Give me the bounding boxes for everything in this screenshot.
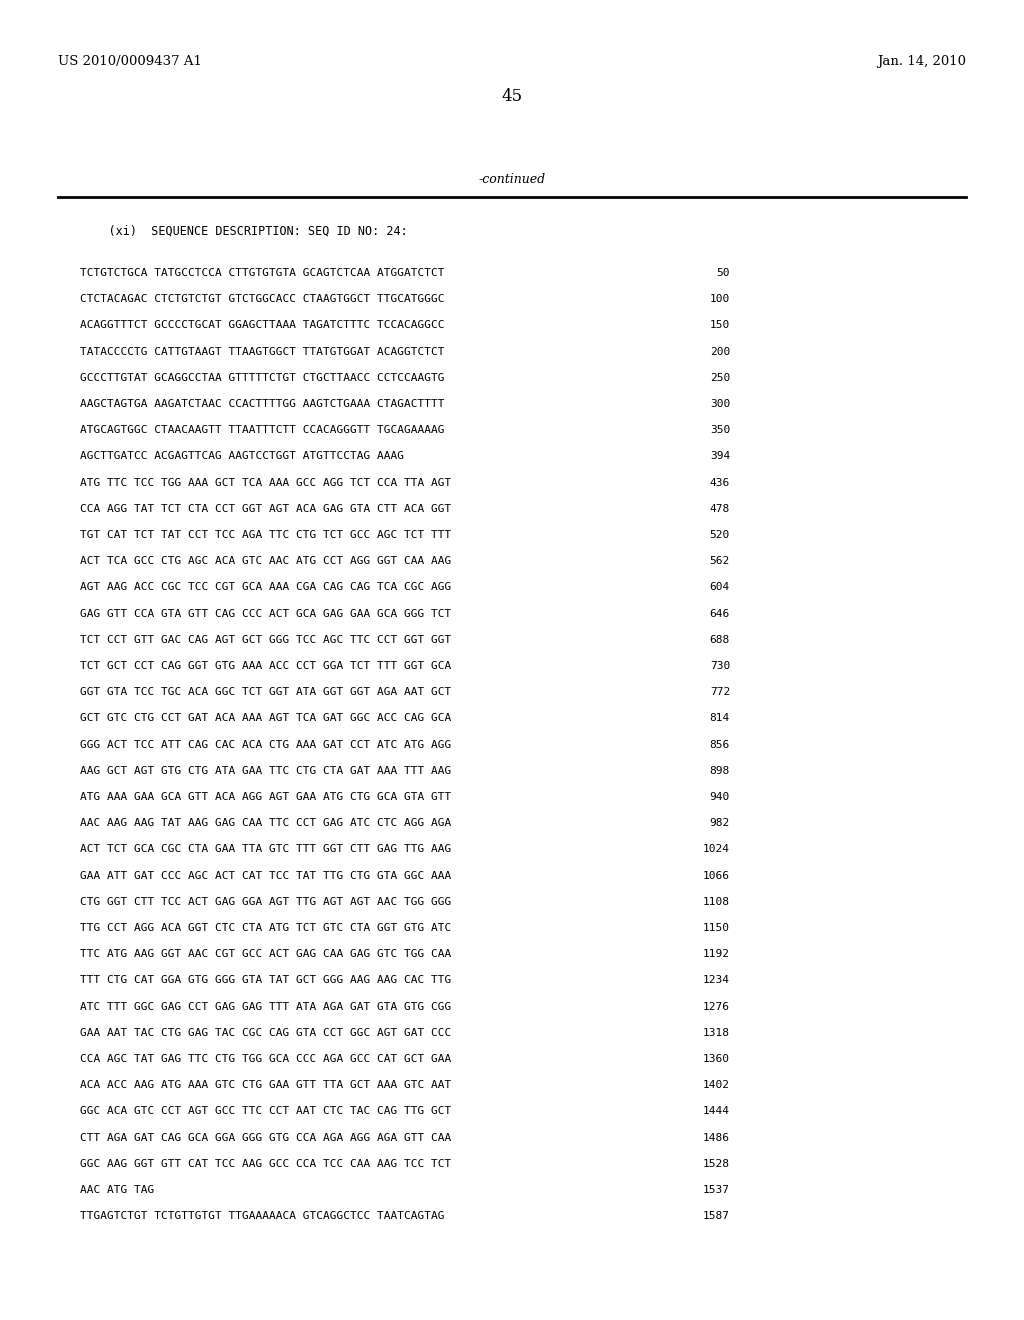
Text: 1360: 1360 [703,1053,730,1064]
Text: 45: 45 [502,88,522,106]
Text: 350: 350 [710,425,730,436]
Text: (xi)  SEQUENCE DESCRIPTION: SEQ ID NO: 24:: (xi) SEQUENCE DESCRIPTION: SEQ ID NO: 24… [80,224,408,238]
Text: GAG GTT CCA GTA GTT CAG CCC ACT GCA GAG GAA GCA GGG TCT: GAG GTT CCA GTA GTT CAG CCC ACT GCA GAG … [80,609,452,619]
Text: GGT GTA TCC TGC ACA GGC TCT GGT ATA GGT GGT AGA AAT GCT: GGT GTA TCC TGC ACA GGC TCT GGT ATA GGT … [80,688,452,697]
Text: CCA AGG TAT TCT CTA CCT GGT AGT ACA GAG GTA CTT ACA GGT: CCA AGG TAT TCT CTA CCT GGT AGT ACA GAG … [80,504,452,513]
Text: ACAGGTTTCT GCCCCTGCAT GGAGCTTAAA TAGATCTTTC TCCACAGGCC: ACAGGTTTCT GCCCCTGCAT GGAGCTTAAA TAGATCT… [80,321,444,330]
Text: ATGCAGTGGC CTAACAAGTT TTAATTTCTT CCACAGGGTT TGCAGAAAAG: ATGCAGTGGC CTAACAAGTT TTAATTTCTT CCACAGG… [80,425,444,436]
Text: 478: 478 [710,504,730,513]
Text: ACA ACC AAG ATG AAA GTC CTG GAA GTT TTA GCT AAA GTC AAT: ACA ACC AAG ATG AAA GTC CTG GAA GTT TTA … [80,1080,452,1090]
Text: 688: 688 [710,635,730,644]
Text: AAC AAG AAG TAT AAG GAG CAA TTC CCT GAG ATC CTC AGG AGA: AAC AAG AAG TAT AAG GAG CAA TTC CCT GAG … [80,818,452,828]
Text: 300: 300 [710,399,730,409]
Text: 1528: 1528 [703,1159,730,1168]
Text: AAGCTAGTGA AAGATCTAAC CCACTTTTGG AAGTCTGAAA CTAGACTTTT: AAGCTAGTGA AAGATCTAAC CCACTTTTGG AAGTCTG… [80,399,444,409]
Text: TGT CAT TCT TAT CCT TCC AGA TTC CTG TCT GCC AGC TCT TTT: TGT CAT TCT TAT CCT TCC AGA TTC CTG TCT … [80,531,452,540]
Text: 1234: 1234 [703,975,730,986]
Text: 1276: 1276 [703,1002,730,1011]
Text: GGG ACT TCC ATT CAG CAC ACA CTG AAA GAT CCT ATC ATG AGG: GGG ACT TCC ATT CAG CAC ACA CTG AAA GAT … [80,739,452,750]
Text: CTT AGA GAT CAG GCA GGA GGG GTG CCA AGA AGG AGA GTT CAA: CTT AGA GAT CAG GCA GGA GGG GTG CCA AGA … [80,1133,452,1143]
Text: 1150: 1150 [703,923,730,933]
Text: -continued: -continued [478,173,546,186]
Text: 520: 520 [710,531,730,540]
Text: ATC TTT GGC GAG CCT GAG GAG TTT ATA AGA GAT GTA GTG CGG: ATC TTT GGC GAG CCT GAG GAG TTT ATA AGA … [80,1002,452,1011]
Text: TTG CCT AGG ACA GGT CTC CTA ATG TCT GTC CTA GGT GTG ATC: TTG CCT AGG ACA GGT CTC CTA ATG TCT GTC … [80,923,452,933]
Text: 200: 200 [710,347,730,356]
Text: 898: 898 [710,766,730,776]
Text: 646: 646 [710,609,730,619]
Text: CTG GGT CTT TCC ACT GAG GGA AGT TTG AGT AGT AAC TGG GGG: CTG GGT CTT TCC ACT GAG GGA AGT TTG AGT … [80,896,452,907]
Text: GAA AAT TAC CTG GAG TAC CGC CAG GTA CCT GGC AGT GAT CCC: GAA AAT TAC CTG GAG TAC CGC CAG GTA CCT … [80,1028,452,1038]
Text: 730: 730 [710,661,730,671]
Text: AAG GCT AGT GTG CTG ATA GAA TTC CTG CTA GAT AAA TTT AAG: AAG GCT AGT GTG CTG ATA GAA TTC CTG CTA … [80,766,452,776]
Text: GCT GTC CTG CCT GAT ACA AAA AGT TCA GAT GGC ACC CAG GCA: GCT GTC CTG CCT GAT ACA AAA AGT TCA GAT … [80,713,452,723]
Text: ACT TCT GCA CGC CTA GAA TTA GTC TTT GGT CTT GAG TTG AAG: ACT TCT GCA CGC CTA GAA TTA GTC TTT GGT … [80,845,452,854]
Text: 1192: 1192 [703,949,730,960]
Text: 1402: 1402 [703,1080,730,1090]
Text: US 2010/0009437 A1: US 2010/0009437 A1 [58,55,202,69]
Text: TCTGTCTGCA TATGCCTCCA CTTGTGTGTA GCAGTCTCAA ATGGATCTCT: TCTGTCTGCA TATGCCTCCA CTTGTGTGTA GCAGTCT… [80,268,444,279]
Text: 940: 940 [710,792,730,803]
Text: 856: 856 [710,739,730,750]
Text: TCT GCT CCT CAG GGT GTG AAA ACC CCT GGA TCT TTT GGT GCA: TCT GCT CCT CAG GGT GTG AAA ACC CCT GGA … [80,661,452,671]
Text: GGC ACA GTC CCT AGT GCC TTC CCT AAT CTC TAC CAG TTG GCT: GGC ACA GTC CCT AGT GCC TTC CCT AAT CTC … [80,1106,452,1117]
Text: 1066: 1066 [703,871,730,880]
Text: 562: 562 [710,556,730,566]
Text: 814: 814 [710,713,730,723]
Text: CCA AGC TAT GAG TTC CTG TGG GCA CCC AGA GCC CAT GCT GAA: CCA AGC TAT GAG TTC CTG TGG GCA CCC AGA … [80,1053,452,1064]
Text: AAC ATG TAG: AAC ATG TAG [80,1185,155,1195]
Text: 1024: 1024 [703,845,730,854]
Text: TATACCCCTG CATTGTAAGT TTAAGTGGCT TTATGTGGAT ACAGGTCTCT: TATACCCCTG CATTGTAAGT TTAAGTGGCT TTATGTG… [80,347,444,356]
Text: TTT CTG CAT GGA GTG GGG GTA TAT GCT GGG AAG AAG CAC TTG: TTT CTG CAT GGA GTG GGG GTA TAT GCT GGG … [80,975,452,986]
Text: ATG TTC TCC TGG AAA GCT TCA AAA GCC AGG TCT CCA TTA AGT: ATG TTC TCC TGG AAA GCT TCA AAA GCC AGG … [80,478,452,487]
Text: 604: 604 [710,582,730,593]
Text: Jan. 14, 2010: Jan. 14, 2010 [877,55,966,69]
Text: AGT AAG ACC CGC TCC CGT GCA AAA CGA CAG CAG TCA CGC AGG: AGT AAG ACC CGC TCC CGT GCA AAA CGA CAG … [80,582,452,593]
Text: CTCTACAGAC CTCTGTCTGT GTCTGGCACC CTAAGTGGCT TTGCATGGGC: CTCTACAGAC CTCTGTCTGT GTCTGGCACC CTAAGTG… [80,294,444,304]
Text: 982: 982 [710,818,730,828]
Text: 394: 394 [710,451,730,462]
Text: 772: 772 [710,688,730,697]
Text: GGC AAG GGT GTT CAT TCC AAG GCC CCA TCC CAA AAG TCC TCT: GGC AAG GGT GTT CAT TCC AAG GCC CCA TCC … [80,1159,452,1168]
Text: 50: 50 [717,268,730,279]
Text: 1318: 1318 [703,1028,730,1038]
Text: ACT TCA GCC CTG AGC ACA GTC AAC ATG CCT AGG GGT CAA AAG: ACT TCA GCC CTG AGC ACA GTC AAC ATG CCT … [80,556,452,566]
Text: 436: 436 [710,478,730,487]
Text: 1108: 1108 [703,896,730,907]
Text: TCT CCT GTT GAC CAG AGT GCT GGG TCC AGC TTC CCT GGT GGT: TCT CCT GTT GAC CAG AGT GCT GGG TCC AGC … [80,635,452,644]
Text: 100: 100 [710,294,730,304]
Text: 1537: 1537 [703,1185,730,1195]
Text: GCCCTTGTAT GCAGGCCTAA GTTTTTCTGT CTGCTTAACC CCTCCAAGTG: GCCCTTGTAT GCAGGCCTAA GTTTTTCTGT CTGCTTA… [80,372,444,383]
Text: 250: 250 [710,372,730,383]
Text: 1587: 1587 [703,1212,730,1221]
Text: TTGAGTCTGT TCTGTTGTGT TTGAAAAACA GTCAGGCTCC TAATCAGTAG: TTGAGTCTGT TCTGTTGTGT TTGAAAAACA GTCAGGC… [80,1212,444,1221]
Text: 150: 150 [710,321,730,330]
Text: AGCTTGATCC ACGAGTTCAG AAGTCCTGGT ATGTTCCTAG AAAG: AGCTTGATCC ACGAGTTCAG AAGTCCTGGT ATGTTCC… [80,451,404,462]
Text: TTC ATG AAG GGT AAC CGT GCC ACT GAG CAA GAG GTC TGG CAA: TTC ATG AAG GGT AAC CGT GCC ACT GAG CAA … [80,949,452,960]
Text: 1444: 1444 [703,1106,730,1117]
Text: ATG AAA GAA GCA GTT ACA AGG AGT GAA ATG CTG GCA GTA GTT: ATG AAA GAA GCA GTT ACA AGG AGT GAA ATG … [80,792,452,803]
Text: 1486: 1486 [703,1133,730,1143]
Text: GAA ATT GAT CCC AGC ACT CAT TCC TAT TTG CTG GTA GGC AAA: GAA ATT GAT CCC AGC ACT CAT TCC TAT TTG … [80,871,452,880]
